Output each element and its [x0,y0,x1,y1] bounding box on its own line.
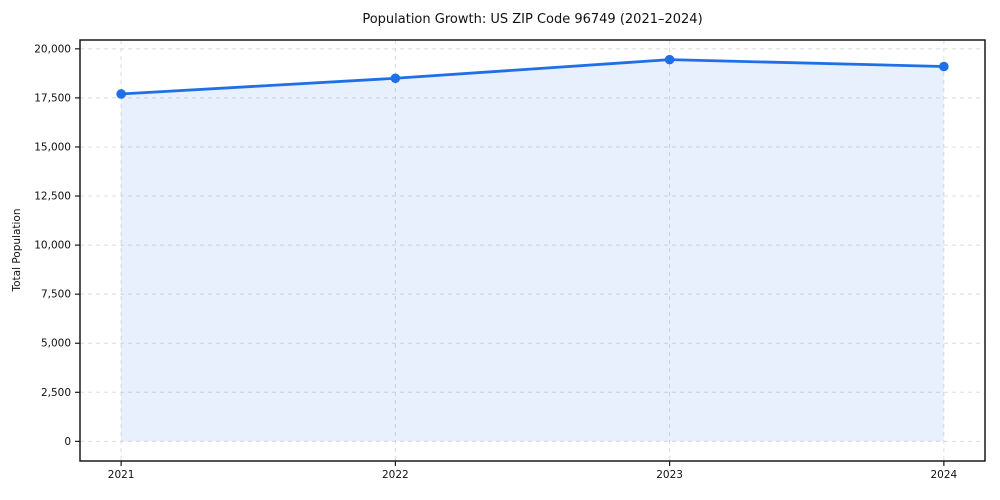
series-line [119,58,946,96]
data-point-2022 [390,73,401,84]
y-tick-label: 20,000 [34,43,71,55]
y-tick-label: 12,500 [34,191,71,203]
y-tick-label: 0 [64,436,71,448]
y-tick-label: 10,000 [34,240,71,252]
y-tick-label: 5,000 [41,338,71,350]
data-point-2023 [664,54,675,65]
x-tick-label: 2022 [382,469,409,481]
chart-title: Population Growth: US ZIP Code 96749 (20… [362,12,703,27]
area-fill [121,59,944,442]
y-tick-label: 15,000 [34,141,71,153]
data-point-2021 [116,89,126,99]
x-tick-label: 2023 [656,469,683,481]
y-tick-label: 2,500 [41,387,71,399]
y-tick-label: 7,500 [41,289,71,301]
data-point-2024 [939,61,949,72]
x-tick-label: 2024 [930,469,957,481]
plot-border [79,39,986,462]
x-tick-label: 2021 [108,469,135,481]
y-tick-label: 17,500 [34,92,71,104]
